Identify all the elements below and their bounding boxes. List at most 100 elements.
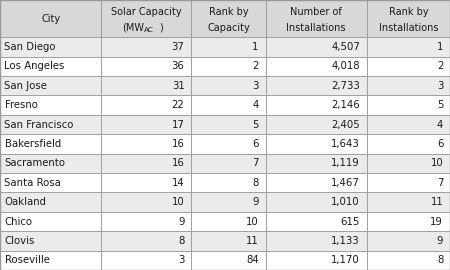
Bar [0, 173, 101, 193]
Bar [191, 57, 266, 76]
Bar [367, 231, 450, 251]
Bar [266, 231, 367, 251]
Text: 16: 16 [171, 139, 184, 149]
Text: 3: 3 [178, 255, 184, 265]
Bar [367, 0, 450, 37]
Text: San Francisco: San Francisco [4, 120, 74, 130]
Text: 6: 6 [252, 139, 259, 149]
Text: 11: 11 [246, 236, 259, 246]
Bar [101, 96, 191, 115]
Bar [367, 37, 450, 57]
Bar [0, 251, 101, 270]
Bar [367, 173, 450, 193]
Bar [266, 57, 367, 76]
Bar [101, 76, 191, 96]
Text: Sacramento: Sacramento [4, 158, 66, 168]
Text: 10: 10 [172, 197, 184, 207]
Text: 1,170: 1,170 [331, 255, 360, 265]
Text: 10: 10 [431, 158, 443, 168]
Text: Oakland: Oakland [4, 197, 46, 207]
Text: Installations: Installations [378, 23, 438, 33]
Bar [367, 134, 450, 154]
Text: 2: 2 [252, 61, 259, 71]
Bar [266, 212, 367, 231]
Text: 1,010: 1,010 [331, 197, 360, 207]
Bar [0, 115, 101, 134]
Bar [101, 173, 191, 193]
Bar [191, 154, 266, 173]
Text: 8: 8 [437, 255, 443, 265]
Bar [101, 57, 191, 76]
Bar [0, 96, 101, 115]
Bar [191, 115, 266, 134]
Text: Rank by: Rank by [208, 7, 248, 17]
Bar [101, 212, 191, 231]
Bar [266, 134, 367, 154]
Text: 2: 2 [437, 61, 443, 71]
Bar [0, 212, 101, 231]
Bar [191, 251, 266, 270]
Text: 7: 7 [252, 158, 259, 168]
Text: 2,405: 2,405 [331, 120, 360, 130]
Text: Fresno: Fresno [4, 100, 37, 110]
Text: San Jose: San Jose [4, 81, 47, 91]
Text: 4: 4 [252, 100, 259, 110]
Text: Bakersfield: Bakersfield [4, 139, 61, 149]
Bar [101, 0, 191, 37]
Bar [0, 76, 101, 96]
Bar [0, 0, 101, 37]
Text: 36: 36 [171, 61, 184, 71]
Text: Number of: Number of [290, 7, 342, 17]
Text: 9: 9 [437, 236, 443, 246]
Bar [101, 231, 191, 251]
Text: 5: 5 [437, 100, 443, 110]
Bar [367, 251, 450, 270]
Text: 1,467: 1,467 [331, 178, 360, 188]
Text: 10: 10 [246, 217, 259, 227]
Bar [191, 173, 266, 193]
Bar [266, 251, 367, 270]
Bar [266, 96, 367, 115]
Bar [191, 0, 266, 37]
Text: 16: 16 [171, 158, 184, 168]
Bar [367, 154, 450, 173]
Text: 3: 3 [437, 81, 443, 91]
Bar [191, 231, 266, 251]
Bar [367, 212, 450, 231]
Text: Rank by: Rank by [388, 7, 428, 17]
Bar [367, 76, 450, 96]
Text: 9: 9 [252, 197, 259, 207]
Bar [367, 96, 450, 115]
Text: 6: 6 [437, 139, 443, 149]
Bar [191, 37, 266, 57]
Bar [266, 76, 367, 96]
Text: (MW: (MW [122, 23, 144, 33]
Text: 2,733: 2,733 [331, 81, 360, 91]
Text: AC: AC [144, 27, 154, 33]
Bar [367, 115, 450, 134]
Text: Clovis: Clovis [4, 236, 35, 246]
Text: 8: 8 [178, 236, 184, 246]
Bar [101, 193, 191, 212]
Bar [101, 134, 191, 154]
Text: Santa Rosa: Santa Rosa [4, 178, 61, 188]
Bar [367, 57, 450, 76]
Bar [266, 173, 367, 193]
Text: 11: 11 [431, 197, 443, 207]
Text: 3: 3 [252, 81, 259, 91]
Text: 31: 31 [172, 81, 184, 91]
Text: 8: 8 [252, 178, 259, 188]
Bar [0, 231, 101, 251]
Text: Los Angeles: Los Angeles [4, 61, 65, 71]
Text: City: City [41, 14, 60, 24]
Bar [0, 37, 101, 57]
Bar [0, 57, 101, 76]
Text: Capacity: Capacity [207, 23, 250, 33]
Bar [266, 37, 367, 57]
Text: 37: 37 [171, 42, 184, 52]
Text: 5: 5 [252, 120, 259, 130]
Text: 1,133: 1,133 [331, 236, 360, 246]
Text: 14: 14 [172, 178, 184, 188]
Text: San Diego: San Diego [4, 42, 56, 52]
Bar [191, 193, 266, 212]
